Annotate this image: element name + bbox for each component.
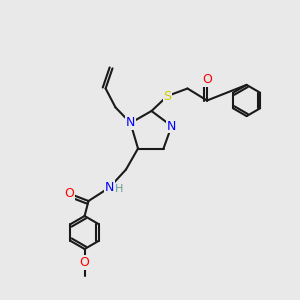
Text: H: H <box>115 184 123 194</box>
Text: N: N <box>126 116 135 130</box>
Text: O: O <box>202 73 212 86</box>
Text: O: O <box>64 187 74 200</box>
Text: S: S <box>164 89 171 103</box>
Text: N: N <box>167 119 176 133</box>
Text: N: N <box>105 181 114 194</box>
Text: O: O <box>80 256 89 269</box>
